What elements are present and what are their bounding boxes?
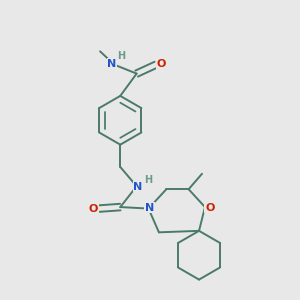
Text: O: O xyxy=(89,204,98,214)
Text: H: H xyxy=(117,51,125,62)
Text: N: N xyxy=(145,203,154,213)
Text: O: O xyxy=(205,203,214,213)
Text: H: H xyxy=(145,175,153,185)
Text: N: N xyxy=(107,59,117,69)
Text: N: N xyxy=(134,182,143,192)
Text: O: O xyxy=(157,59,166,69)
